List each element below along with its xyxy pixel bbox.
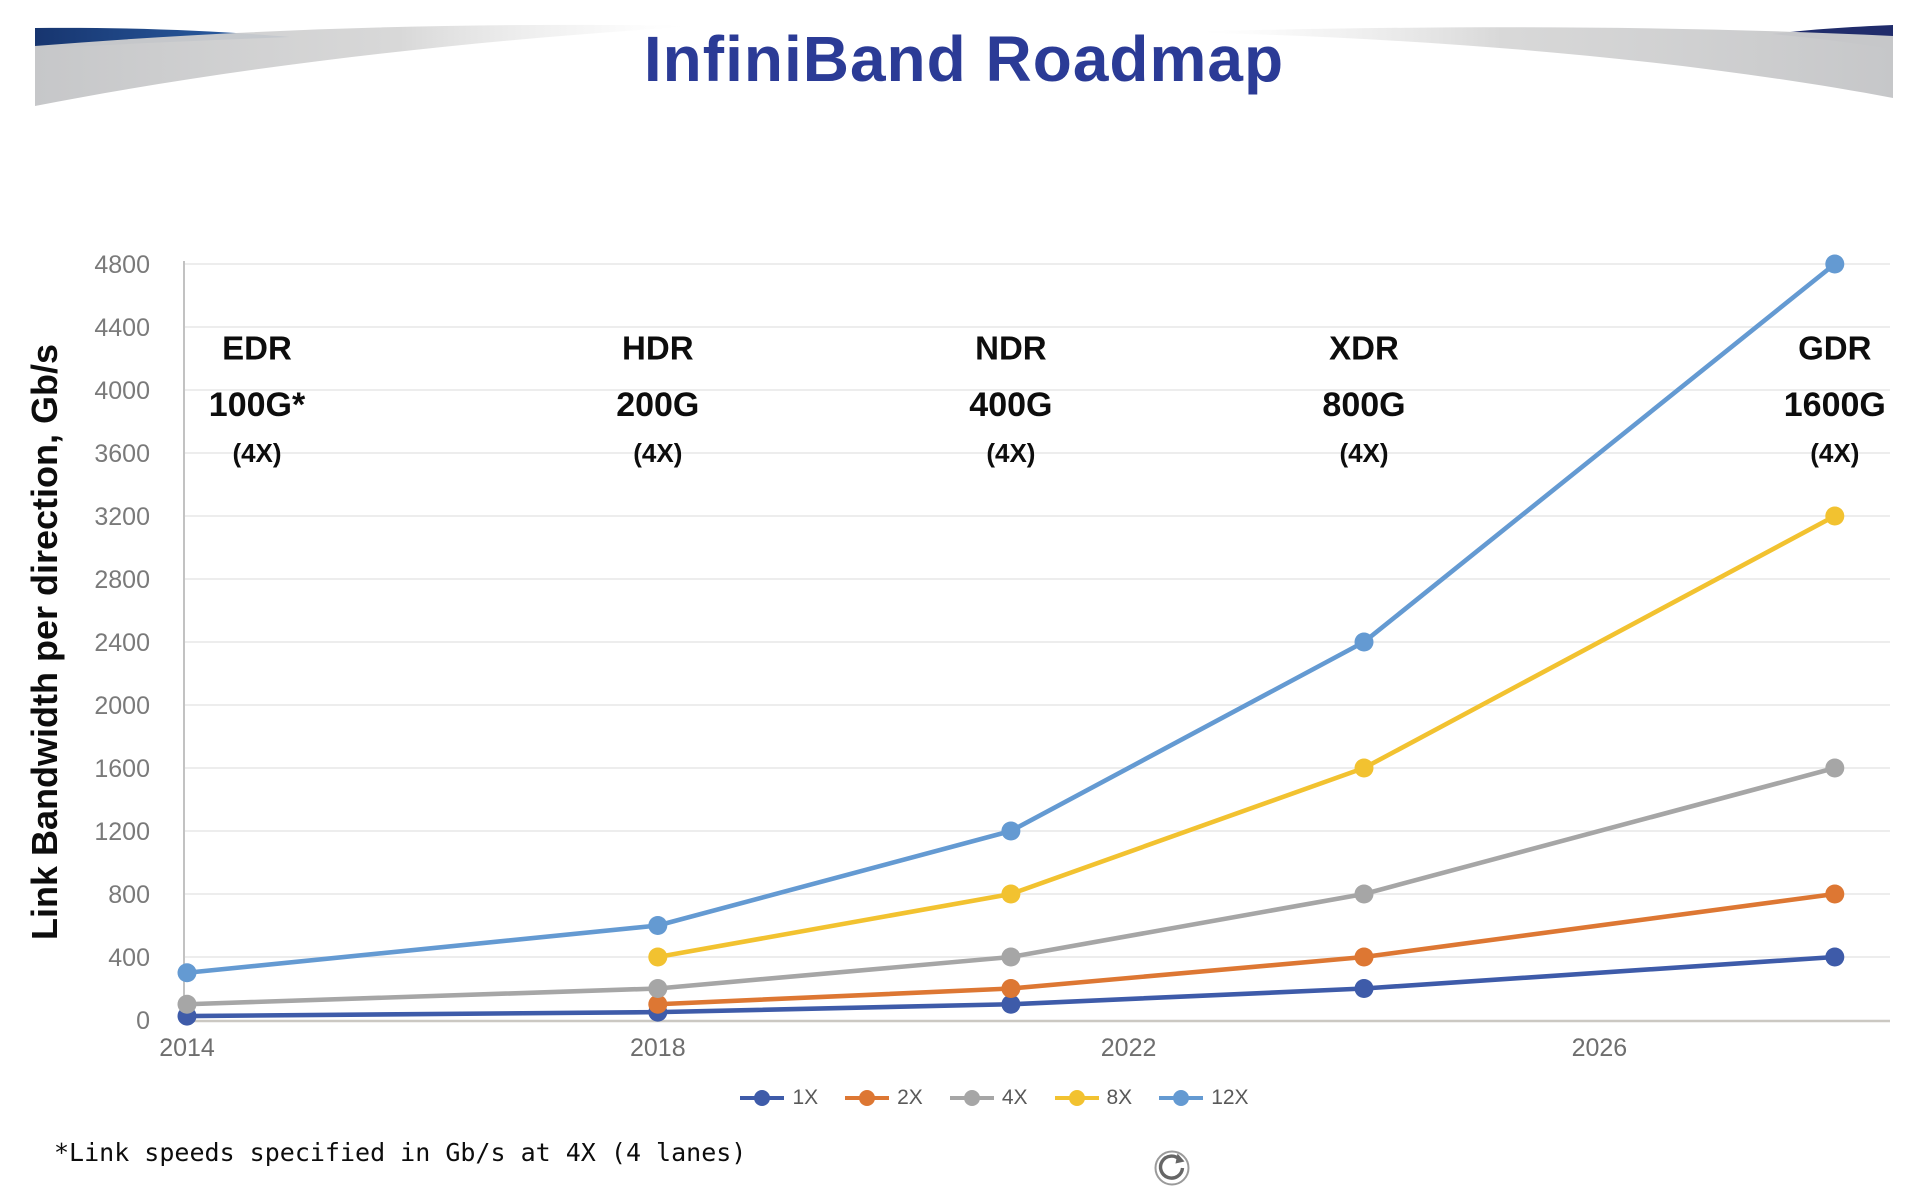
data-point-4X [1354,884,1374,904]
y-tick-label: 3600 [94,440,150,468]
data-point-12X [177,963,197,983]
x-tick-label: 2018 [630,1034,686,1062]
annotation-NDR: (4X) [986,438,1035,468]
annotation-EDR: EDR [222,330,292,367]
annotation-GDR: 1600G [1784,386,1886,424]
legend-label-4X: 4X [1001,1086,1028,1109]
y-tick-label: 2000 [94,692,150,720]
y-tick-label: 2800 [94,566,150,594]
legend-item-8X: 8X [1054,1086,1133,1110]
y-tick-label: 1200 [94,818,150,846]
header-swoosh-graphic [35,24,1893,107]
annotation-XDR: 800G [1322,386,1405,424]
y-tick-label: 4800 [94,251,150,279]
legend-label-1X: 1X [792,1086,819,1109]
y-axis-title: Link Bandwidth per direction, Gb/s [24,344,65,940]
series-line-8X [655,513,1838,960]
y-tick-label: 400 [108,944,150,972]
annotation-HDR: HDR [622,330,694,367]
annotation-HDR: 200G [616,386,699,424]
data-point-8X [648,947,668,967]
annotation-EDR: 100G* [209,386,306,424]
legend-marker-12X [1159,1090,1204,1106]
swoosh-gray-right [1180,27,1893,99]
annotation-XDR: XDR [1329,330,1399,367]
data-point-8X [1825,506,1845,526]
page-title: InfiniBand Roadmap [643,23,1285,95]
data-point-8X [1354,758,1374,778]
footnote: *Link speeds specified in Gb/s at 4X (4 … [54,1138,747,1167]
data-point-8X [1001,884,1021,904]
y-tick-label: 0 [136,1007,150,1035]
legend-marker-8X [1054,1090,1099,1106]
legend-marker-4X [949,1090,994,1106]
legend-item-4X: 4X [949,1086,1028,1110]
data-point-12X [1001,821,1021,841]
legend-item-1X: 1X [739,1086,818,1110]
chart-legend: 1X 2X 4X 8X 12X [30,1086,1928,1110]
annotation-NDR: 400G [969,386,1052,424]
data-point-4X [648,979,668,998]
y-tick-label: 2400 [94,629,150,657]
annotation-EDR: (4X) [232,438,281,468]
data-point-4X [1825,758,1845,778]
data-point-12X [648,916,668,935]
data-point-12X [1354,632,1374,652]
legend-label-2X: 2X [897,1086,923,1109]
y-tick-label: 800 [108,881,150,909]
data-point-2X [1001,979,1021,998]
annotation-GDR: GDR [1798,330,1872,367]
swoosh-gray-left [35,24,700,107]
legend-marker-1X [740,1090,785,1106]
data-point-2X [1354,947,1374,967]
circular-arrow-icon [1154,1150,1190,1186]
y-tick-label: 4000 [94,377,150,405]
y-tick-label: 3200 [94,503,150,531]
x-tick-label: 2026 [1572,1034,1628,1062]
data-point-1X [1001,994,1021,1014]
data-point-4X [1001,947,1021,967]
data-point-2X [1825,884,1845,904]
data-point-2X [648,994,668,1014]
data-point-4X [177,994,197,1014]
x-tick-label: 2014 [159,1034,215,1062]
legend-label-8X: 8X [1106,1086,1133,1109]
legend-item-12X: 12X [1158,1086,1249,1110]
series-line-2X [655,891,1838,1007]
annotation-HDR: (4X) [633,438,682,468]
annotation-NDR: NDR [975,330,1047,367]
legend-item-2X: 2X [844,1086,923,1110]
y-tick-label: 4400 [94,314,150,342]
y-tick-label: 1600 [94,755,150,783]
series-line-12X [184,261,1838,976]
legend-label-12X: 12X [1211,1086,1249,1109]
x-tick-label: 2022 [1101,1034,1157,1062]
annotation-XDR: (4X) [1339,438,1388,468]
annotation-GDR: (4X) [1810,438,1859,468]
data-point-1X [1825,947,1845,967]
legend-marker-2X [845,1090,890,1106]
data-point-1X [1354,979,1374,998]
data-point-12X [1825,254,1845,274]
